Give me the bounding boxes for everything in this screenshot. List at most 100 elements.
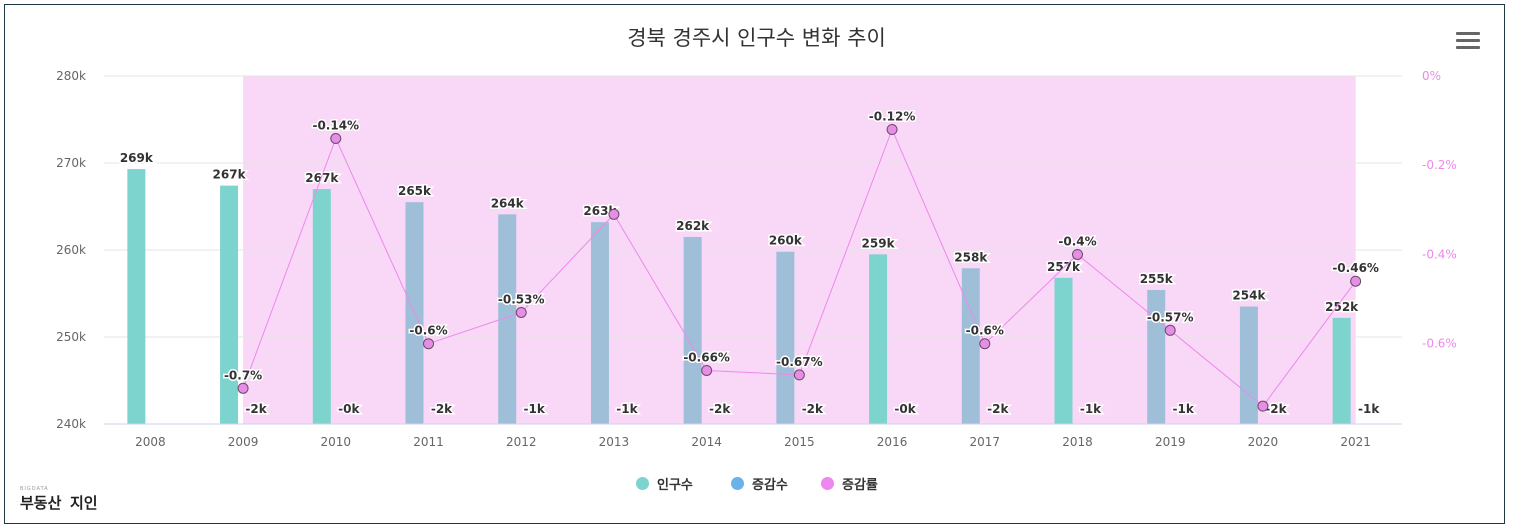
data-label-change-rate: -0.6%	[966, 324, 1004, 338]
logo-text: 부동산	[20, 494, 62, 512]
data-label-change-count: -1k	[1173, 402, 1195, 416]
rate-point	[1072, 248, 1083, 260]
x-axis-tick: 2018	[1062, 435, 1093, 449]
rate-point	[423, 338, 434, 350]
rate-point	[237, 382, 249, 394]
data-label-population: 267k	[213, 168, 247, 182]
rate-point	[793, 369, 805, 381]
y-axis-left-tick: 240k	[56, 417, 86, 431]
data-label-change-rate: -0.4%	[1058, 234, 1096, 248]
bar-population	[1147, 290, 1166, 424]
data-label-change-rate: -0.67%	[776, 355, 823, 369]
x-axis-tick: 2010	[321, 435, 352, 449]
rate-point	[1257, 400, 1269, 412]
data-label-change-count: -2k	[709, 402, 731, 416]
x-axis-tick: 2009	[228, 435, 259, 449]
x-axis-tick: 2012	[506, 435, 537, 449]
data-label-change-count: -2k	[245, 402, 267, 416]
data-label-change-count: -1k	[1358, 402, 1380, 416]
data-label-change-rate: -0.14%	[312, 118, 359, 132]
data-label-population: 264k	[491, 196, 525, 210]
x-axis-tick: 2015	[784, 435, 815, 449]
x-axis-tick: 2013	[599, 435, 630, 449]
rate-point	[515, 306, 527, 318]
y-axis-right-tick: 0%	[1422, 69, 1441, 83]
y-axis-left-tick: 260k	[56, 243, 86, 257]
data-label-change-rate: -0.57%	[1147, 310, 1194, 324]
data-label-change-count: -0k	[338, 402, 360, 416]
rate-point	[886, 124, 898, 136]
data-label-population: 252k	[1325, 300, 1359, 314]
data-label-change-rate: -0.53%	[498, 292, 545, 306]
legend-label: 증감수	[752, 478, 788, 493]
rate-point	[608, 208, 620, 220]
bar-population	[776, 251, 795, 424]
data-label-population: 260k	[769, 234, 803, 248]
data-label-change-count: -1k	[524, 402, 546, 416]
x-axis-tick: 2011	[413, 435, 444, 449]
data-label-population: 262k	[676, 219, 710, 233]
bar-population	[590, 222, 609, 424]
x-axis-tick: 2017	[970, 435, 1001, 449]
data-label-population: 254k	[1232, 289, 1266, 303]
y-axis-right-tick: -0.4%	[1422, 247, 1457, 261]
y-axis-right-tick: -0.6%	[1422, 337, 1457, 351]
x-axis-tick: 2020	[1248, 435, 1279, 449]
bar-population	[498, 214, 517, 424]
data-label-change-count: -2k	[431, 402, 453, 416]
data-label-population: 265k	[398, 184, 432, 198]
x-axis-tick: 2016	[877, 435, 908, 449]
logo-small-text: BIGDATA	[20, 486, 49, 492]
bar-population	[1239, 306, 1258, 424]
data-label-population: 269k	[120, 151, 154, 165]
legend-item-change-rate[interactable]: 증감률	[821, 474, 878, 493]
hamburger-menu-icon[interactable]	[1456, 32, 1480, 52]
data-label-change-rate: -0.66%	[683, 350, 730, 364]
legend-marker	[636, 477, 649, 490]
data-label-change-count: -2k	[987, 402, 1009, 416]
brand-logo: BIGDATA 부동산 지인	[18, 486, 100, 514]
y-axis-left-tick: 280k	[56, 69, 86, 83]
y-axis-left-tick: 250k	[56, 330, 86, 344]
data-label-change-count: -1k	[616, 402, 638, 416]
data-label-change-rate: -0.7%	[224, 368, 262, 382]
data-label-change-rate: -0.46%	[1332, 261, 1379, 275]
x-axis-tick: 2008	[135, 435, 166, 449]
x-axis-tick: 2019	[1155, 435, 1186, 449]
data-label-population: 255k	[1140, 272, 1174, 286]
data-label-population: 267k	[305, 171, 339, 185]
legend-label: 증감률	[842, 478, 878, 493]
bar-population	[961, 268, 980, 424]
logo-brand: 지인	[70, 494, 98, 512]
rate-point	[1350, 275, 1362, 287]
data-label-change-count: -1k	[1080, 402, 1102, 416]
bar-population	[127, 169, 146, 424]
bar-population	[1054, 277, 1073, 424]
legend-marker	[731, 477, 744, 490]
legend-marker	[821, 477, 834, 490]
data-label-change-count: -2k	[1265, 402, 1287, 416]
bar-population	[220, 185, 239, 424]
chart-title: 경북 경주시 인구수 변화 추이	[627, 26, 886, 50]
bar-population	[1332, 317, 1351, 424]
legend-item-change-count[interactable]: 증감수	[731, 474, 788, 493]
legend: 인구수 증감수 증감률	[0, 474, 1513, 494]
data-label-population: 258k	[954, 250, 988, 264]
data-label-change-rate: -0.6%	[409, 324, 447, 338]
data-label-change-count: -0k	[894, 402, 916, 416]
y-axis-right-tick: -0.2%	[1422, 158, 1457, 172]
rate-point	[1164, 324, 1176, 336]
bar-population	[683, 236, 702, 424]
legend-label: 인구수	[657, 478, 693, 493]
rate-point	[330, 132, 342, 144]
data-label-change-rate: -0.12%	[869, 110, 916, 124]
bar-population	[312, 189, 331, 424]
x-axis-tick: 2014	[691, 435, 722, 449]
y-axis-left-tick: 270k	[56, 156, 86, 170]
bar-population	[869, 254, 888, 424]
legend-item-population[interactable]: 인구수	[636, 474, 693, 493]
data-label-population: 259k	[862, 236, 896, 250]
rate-point	[979, 338, 991, 350]
data-label-change-count: -2k	[802, 402, 824, 416]
